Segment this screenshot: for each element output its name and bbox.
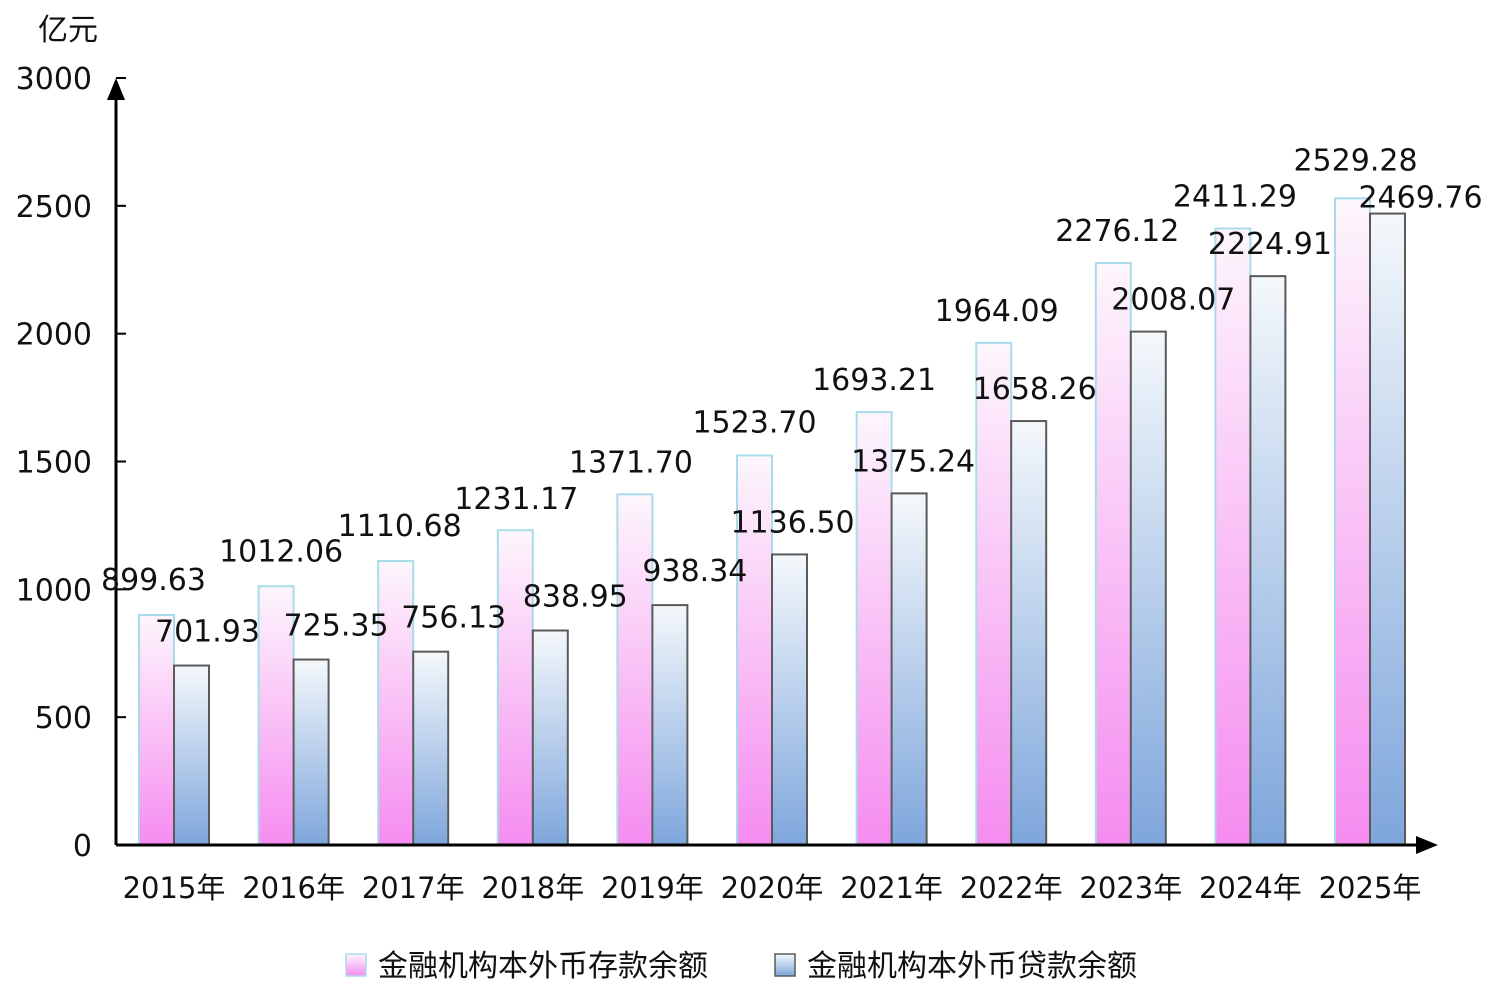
data-labels: 899.63 701.93 1012.06 725.35 1110.68 756.13 12… <box>101 143 1483 649</box>
data-label-deposit: 899.63 <box>101 563 206 598</box>
x-tick-label: 2017年 <box>362 871 465 905</box>
bars <box>138 197 1406 847</box>
data-label-loan: 2469.76 <box>1358 181 1482 216</box>
data-label-deposit: 1012.06 <box>219 534 343 569</box>
bar-loan <box>531 629 569 846</box>
y-axis-arrow <box>107 78 125 100</box>
data-label-deposit: 1110.68 <box>338 509 462 544</box>
data-label-deposit: 2529.28 <box>1293 143 1417 178</box>
data-label-deposit: 2276.12 <box>1055 214 1179 249</box>
x-tick-label: 2025年 <box>1319 871 1422 905</box>
bar-loan <box>412 650 450 846</box>
bar-deposit <box>1214 227 1252 846</box>
bar-loan <box>1010 420 1048 846</box>
x-tick-label: 2018年 <box>481 871 584 905</box>
bar-deposit <box>616 493 654 846</box>
y-unit-label: 亿元 <box>38 13 98 48</box>
bar-deposit <box>1334 197 1371 846</box>
bar-deposit <box>496 529 534 847</box>
legend: 金融机构本外币存款余额 金融机构本外币贷款余额 <box>345 949 1137 984</box>
x-tick-label: 2020年 <box>721 871 824 905</box>
x-tick-label: 2016年 <box>242 871 345 905</box>
data-label-loan: 701.93 <box>155 615 260 650</box>
legend-label: 金融机构本外币存款余额 <box>378 949 708 984</box>
x-tick-label: 2019年 <box>601 871 704 905</box>
x-tick-label: 2024年 <box>1199 871 1302 905</box>
data-label-deposit: 1231.17 <box>454 482 578 517</box>
legend-item-loan: 金融机构本外币贷款余额 <box>774 949 1137 984</box>
x-tick-label: 2015年 <box>123 871 226 905</box>
legend-item-deposit: 金融机构本外币存款余额 <box>345 949 708 984</box>
x-tick-label: 2023年 <box>1079 871 1182 905</box>
y-tick-label: 1500 <box>16 446 92 481</box>
bar-loan <box>1249 275 1287 846</box>
y-tick-label: 2000 <box>16 318 92 353</box>
bar-loan <box>1369 212 1406 846</box>
x-tick-label: 2022年 <box>960 871 1063 905</box>
y-tick-label: 2500 <box>16 190 92 225</box>
bar-loan <box>173 664 210 847</box>
bar-loan <box>651 604 689 846</box>
bar-loan <box>1129 330 1167 846</box>
axes: 2015年 2016年 2017年 2018年 2019年 2020年 2021年 2022年… <box>16 62 1438 905</box>
data-label-deposit: 2411.29 <box>1173 180 1297 215</box>
data-label-deposit: 1964.09 <box>935 294 1059 329</box>
data-label-loan: 756.13 <box>401 601 506 636</box>
x-axis-arrow <box>1416 836 1438 854</box>
legend-label: 金融机构本外币贷款余额 <box>807 949 1137 984</box>
y-tick-label: 500 <box>35 701 92 736</box>
legend-swatch <box>774 953 796 977</box>
y-tick-label: 3000 <box>16 62 92 97</box>
data-label-loan: 2224.91 <box>1208 227 1332 262</box>
bar-loan <box>292 658 330 846</box>
bar-deposit <box>975 341 1013 846</box>
bar-deposit <box>1094 262 1132 847</box>
data-label-loan: 1375.24 <box>851 444 975 479</box>
bar-loan <box>890 492 928 846</box>
data-label-deposit: 1523.70 <box>692 405 816 440</box>
data-label-loan: 938.34 <box>642 554 747 589</box>
data-label-loan: 725.35 <box>284 609 389 644</box>
legend-swatch <box>345 953 367 977</box>
y-tick-label: 1000 <box>16 573 92 608</box>
data-label-loan: 1658.26 <box>973 372 1097 407</box>
bar-deposit <box>138 613 175 846</box>
x-tick-label: 2021年 <box>840 871 943 905</box>
data-label-loan: 838.95 <box>523 580 628 615</box>
y-tick-label: 0 <box>73 829 92 864</box>
data-label-deposit: 1693.21 <box>812 363 936 398</box>
bar-loan <box>771 553 808 846</box>
data-label-loan: 1136.50 <box>730 505 854 540</box>
data-label-loan: 2008.07 <box>1111 283 1235 318</box>
data-label-deposit: 1371.70 <box>569 445 693 480</box>
